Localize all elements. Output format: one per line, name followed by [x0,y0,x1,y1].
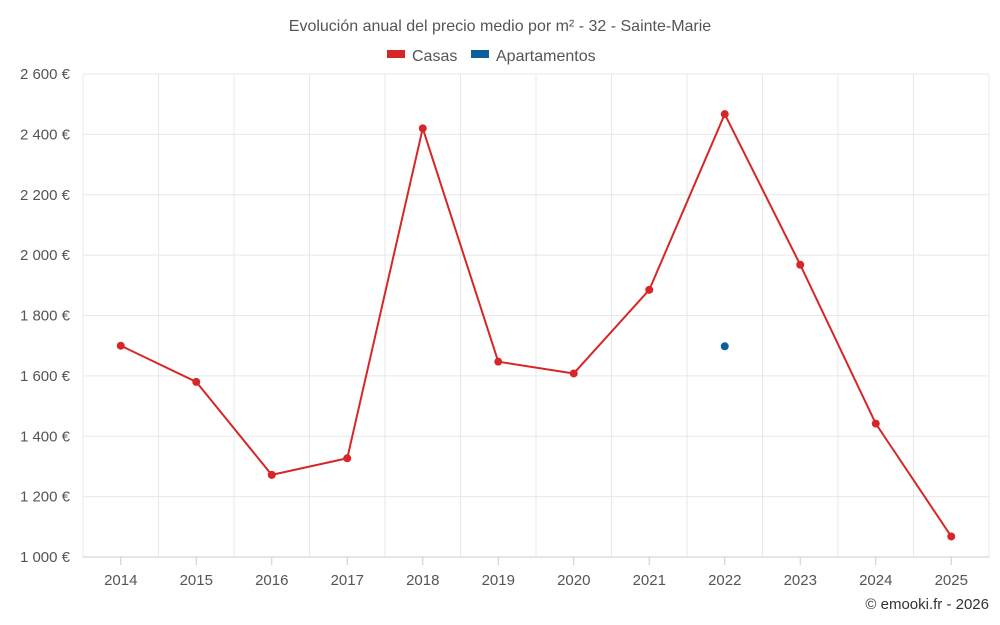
data-point-casas[interactable] [947,532,956,541]
x-tick-label: 2024 [859,572,892,589]
data-point-casas[interactable] [720,110,729,119]
series [116,110,956,541]
legend: Casas Apartamentos [387,48,596,65]
legend-swatch-apartamentos [471,50,489,58]
y-tick-label: 2 400 € [20,126,71,143]
data-point-casas[interactable] [645,285,654,294]
y-tick-label: 2 000 € [20,247,71,264]
x-axis: 2014 2015 2016 2017 2018 2019 2020 2021 2022 2023… [83,556,989,589]
data-point-apartamentos[interactable] [720,342,729,351]
x-tick-label: 2023 [784,572,817,589]
y-tick-label: 1 400 € [20,428,71,445]
x-tick-label: 2016 [255,572,288,589]
data-point-casas[interactable] [343,454,352,463]
data-point-casas[interactable] [494,357,503,366]
chart-title: Evolución anual del precio medio por m² … [289,18,712,35]
x-tick-label: 2021 [633,572,666,589]
legend-swatch-casas [387,50,405,58]
x-tick-label: 2019 [482,572,515,589]
grid [82,73,990,557]
x-tick-label: 2018 [406,572,439,589]
y-tick-label: 1 800 € [20,308,71,325]
y-tick-label: 2 200 € [20,187,71,204]
data-point-casas[interactable] [192,377,201,386]
x-tick-label: 2025 [935,572,968,589]
x-tick-label: 2014 [104,572,137,589]
data-point-casas[interactable] [116,341,125,350]
x-tick-label: 2022 [708,572,741,589]
series-line-casas [120,113,953,538]
credit: © emooki.fr - 2026 [865,596,989,613]
x-tick-label: 2020 [557,572,590,589]
data-point-casas[interactable] [267,470,276,479]
x-tick-label: 2017 [331,572,364,589]
x-tick-label: 2015 [180,572,213,589]
y-tick-label: 2 600 € [20,66,71,83]
y-tick-label: 1 600 € [20,368,71,385]
y-tick-label: 1 000 € [20,549,71,566]
data-point-casas[interactable] [871,419,880,428]
legend-item-apartamentos[interactable]: Apartamentos [471,48,596,65]
legend-label-casas: Casas [412,48,457,65]
data-point-casas[interactable] [569,369,578,378]
y-axis: 1 000 € 1 200 € 1 400 € 1 600 € 1 800 € 2 000… [20,66,71,566]
y-tick-label: 1 200 € [20,489,71,506]
legend-item-casas[interactable]: Casas [387,48,457,65]
data-point-casas[interactable] [418,124,427,133]
data-point-casas[interactable] [796,260,805,269]
legend-label-apartamentos: Apartamentos [496,48,596,65]
